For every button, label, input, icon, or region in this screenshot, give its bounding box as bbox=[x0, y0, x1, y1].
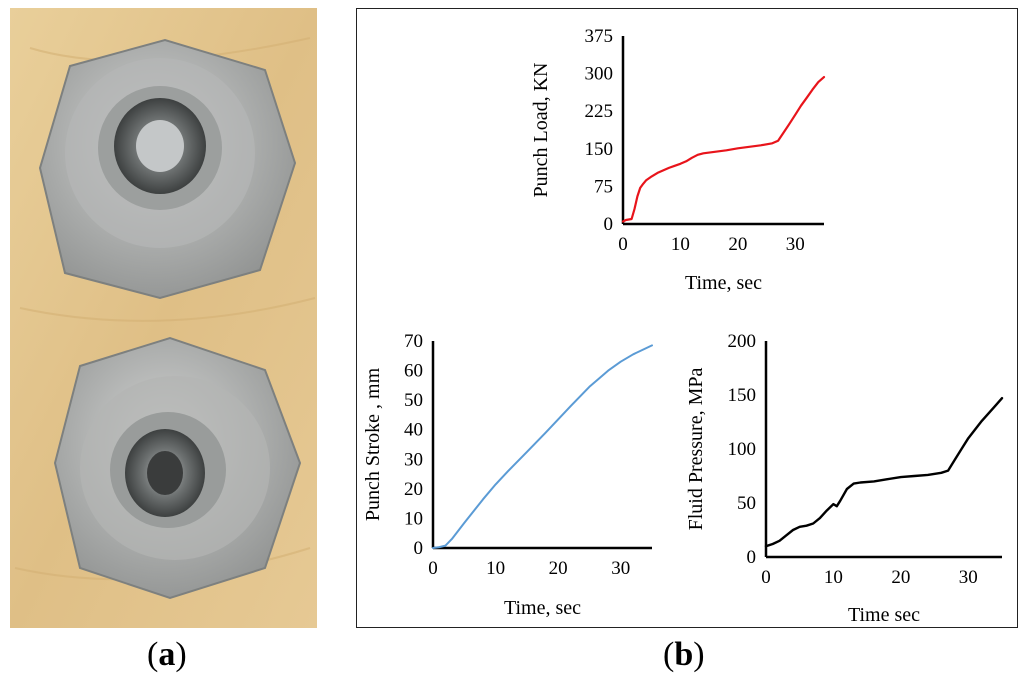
punch-stroke-xlabel: Time, sec bbox=[504, 597, 581, 619]
fluid-pressure-series-line bbox=[764, 397, 1004, 548]
punch-load-xtick-label: 20 bbox=[728, 234, 747, 255]
punch-stroke-xtick-label: 10 bbox=[486, 558, 505, 579]
fluid-pressure-ytick-label: 50 bbox=[737, 493, 756, 514]
punch-stroke-xtick-label: 30 bbox=[611, 558, 630, 579]
fluid-pressure-xtick-label: 0 bbox=[761, 567, 771, 588]
punch-stroke-xtick-label: 20 bbox=[549, 558, 568, 579]
punch-load-ytick-label: 75 bbox=[594, 176, 613, 197]
fluid-pressure-xtick-label: 10 bbox=[824, 567, 843, 588]
upper-hex-part bbox=[38, 38, 297, 300]
punch-stroke-ytick-label: 40 bbox=[404, 420, 423, 441]
punch-stroke-xtick-label: 0 bbox=[428, 558, 438, 579]
lower-hex-part bbox=[53, 336, 302, 600]
fluid-pressure-xtick-label: 20 bbox=[891, 567, 910, 588]
punch-load-ytick-label: 150 bbox=[585, 139, 614, 160]
punch-stroke-ytick-label: 60 bbox=[404, 361, 423, 382]
punch-load-xtick-label: 0 bbox=[618, 234, 628, 255]
punch-stroke-ytick-label: 30 bbox=[404, 449, 423, 470]
punch-stroke-series-line bbox=[432, 344, 653, 549]
panel-b-label: (b) bbox=[663, 636, 705, 673]
punch-load-ylabel: Punch Load, KN bbox=[530, 63, 552, 198]
fluid-pressure-ytick-label: 100 bbox=[728, 439, 757, 460]
punch-load-ytick-label: 300 bbox=[585, 64, 614, 85]
charts-panel: 0 75 150 225 300 375 0 10 20 30 Time, sec Punch Loa… bbox=[356, 8, 1018, 628]
fluid-pressure-ytick-label: 200 bbox=[728, 331, 757, 352]
punch-stroke-ytick-label: 0 bbox=[414, 538, 424, 559]
punch-load-ytick-label: 375 bbox=[585, 26, 614, 47]
panel-a-label: (a) bbox=[147, 636, 187, 673]
fluid-pressure-xtick-label: 30 bbox=[959, 567, 978, 588]
fluid-pressure-ylabel: Fluid Pressure, MPa bbox=[685, 367, 707, 530]
punch-load-xtick-label: 10 bbox=[671, 234, 690, 255]
punch-stroke-ytick-label: 70 bbox=[404, 331, 423, 352]
punch-stroke-ytick-label: 10 bbox=[404, 508, 423, 529]
punch-load-series-line bbox=[621, 76, 826, 223]
punch-load-ytick-label: 225 bbox=[585, 101, 614, 122]
punch-load-ytick-label: 0 bbox=[604, 214, 614, 235]
fluid-pressure-ytick-label: 0 bbox=[747, 547, 757, 568]
punch-stroke-ytick-label: 20 bbox=[404, 479, 423, 500]
punch-load-xlabel: Time, sec bbox=[685, 272, 762, 294]
punch-stroke-ytick-label: 50 bbox=[404, 390, 423, 411]
fluid-pressure-ytick-label: 150 bbox=[728, 385, 757, 406]
fluid-pressure-xlabel: Time sec bbox=[848, 604, 920, 626]
punch-load-xtick-label: 30 bbox=[786, 234, 805, 255]
punch-stroke-ylabel: Punch Stroke , mm bbox=[362, 367, 384, 521]
photo-of-formed-parts bbox=[10, 8, 317, 628]
